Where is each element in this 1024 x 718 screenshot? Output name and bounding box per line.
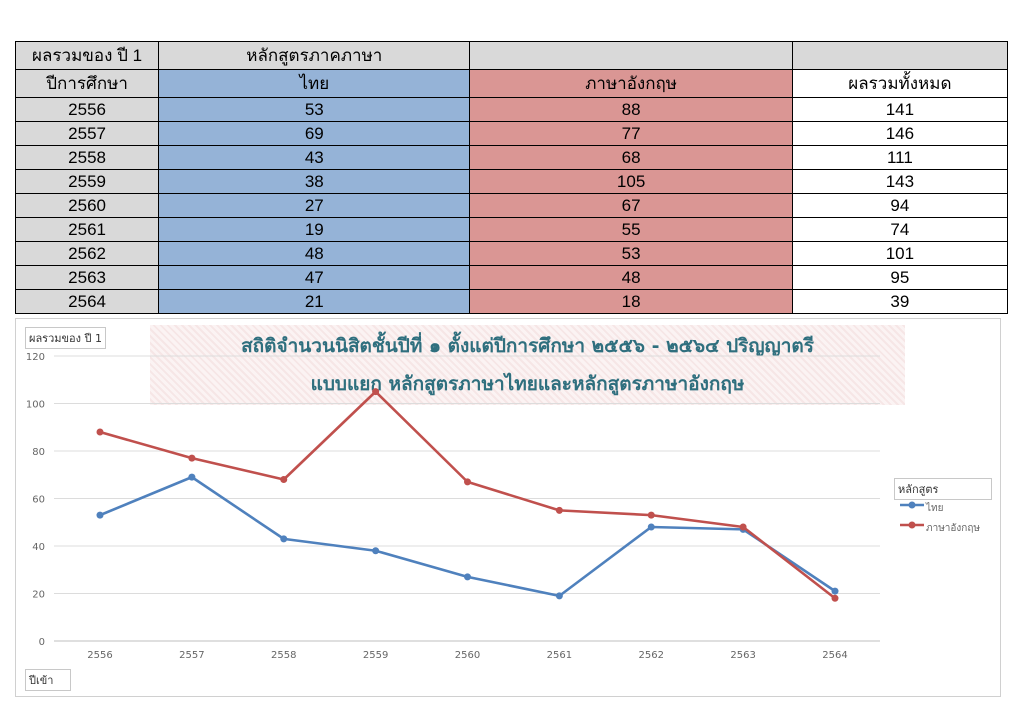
data-point [96, 428, 104, 436]
x-tick-label: 2562 [639, 650, 664, 661]
data-point [372, 547, 380, 555]
chart-title-line-2: แบบแยก หลักสูตรภาษาไทยและหลักสูตรภาษาอัง… [310, 373, 745, 395]
y-tick-label: 0 [39, 637, 45, 648]
data-point [96, 511, 104, 519]
cell-total[interactable]: 111 [791, 145, 1009, 170]
data-point [464, 478, 471, 486]
table-row: 2557 69 77 146 [14, 121, 1009, 146]
data-point [739, 523, 747, 531]
chart-title-line-1: สถิติจำนวนนิสิตชั้นปีที่ ๑ ตั้งแต่ปีการศ… [241, 335, 814, 357]
cell-total[interactable]: 94 [791, 193, 1009, 218]
legend-label-english: ภาษาอังกฤษ [926, 523, 981, 534]
row-label-year[interactable]: 2558 [14, 145, 160, 170]
y-tick-label: 100 [26, 400, 45, 411]
table-row: 2559 38 105 143 [14, 169, 1009, 194]
pivot-table: ผลรวมของ ปี 1 หลักสูตรภาคภาษา ปีการศึกษา… [14, 41, 1009, 314]
table-row: 2564 21 18 39 [14, 289, 1009, 314]
cell-english[interactable]: 18 [469, 289, 793, 314]
legend-label-thai: ไทย [926, 503, 944, 514]
cell-thai[interactable]: 27 [158, 193, 471, 218]
data-point [188, 473, 196, 481]
cell-thai[interactable]: 19 [158, 217, 471, 242]
data-point [372, 388, 380, 396]
table-header-row-1: ผลรวมของ ปี 1 หลักสูตรภาคภาษา [14, 41, 1009, 70]
column-header-thai[interactable]: ไทย [158, 69, 471, 98]
cell-total[interactable]: 146 [791, 121, 1009, 146]
x-tick-label: 2556 [87, 650, 112, 661]
cell-thai[interactable]: 69 [158, 121, 471, 146]
cell-english[interactable]: 88 [469, 97, 793, 122]
data-point [555, 506, 563, 514]
row-header-label[interactable]: ปีการศึกษา [14, 69, 160, 98]
data-point [280, 476, 288, 483]
cell-total[interactable]: 39 [791, 289, 1009, 314]
data-point [555, 592, 563, 600]
cell-total[interactable]: 101 [791, 241, 1009, 266]
row-label-year[interactable]: 2561 [14, 217, 160, 242]
data-point [464, 573, 471, 581]
cell-total[interactable]: 143 [791, 169, 1009, 194]
row-label-year[interactable]: 2564 [14, 289, 160, 314]
data-point [831, 594, 839, 602]
x-tick-label: 2560 [455, 650, 480, 661]
cell-english[interactable]: 67 [469, 193, 793, 218]
x-tick-label: 2563 [730, 650, 755, 661]
row-label-year[interactable]: 2560 [14, 193, 160, 218]
table-header-row-2: ปีการศึกษา ไทย ภาษาอังกฤษ ผลรวมทั้งหมด [14, 69, 1009, 98]
cell-total[interactable]: 141 [791, 97, 1009, 122]
axis-field-button[interactable]: ปีเข้า [25, 669, 71, 691]
series-line [99, 390, 836, 600]
table-row: 2563 47 48 95 [14, 265, 1009, 290]
table-row: 2558 43 68 111 [14, 145, 1009, 170]
x-tick-label: 2561 [547, 650, 572, 661]
header-empty-cell [791, 41, 1009, 70]
column-header-english[interactable]: ภาษาอังกฤษ [469, 69, 793, 98]
value-field-button[interactable]: ผลรวมของ ปี 1 [25, 327, 106, 349]
column-group-label[interactable]: หลักสูตรภาคภาษา [158, 41, 471, 70]
cell-english[interactable]: 105 [469, 169, 793, 194]
y-tick-label: 40 [32, 542, 45, 553]
legend-field-button[interactable]: หลักสูตร [894, 478, 992, 500]
data-point [647, 523, 655, 531]
cell-total[interactable]: 74 [791, 217, 1009, 242]
table-row: 2562 48 53 101 [14, 241, 1009, 266]
y-tick-label: 20 [32, 590, 45, 601]
cell-english[interactable]: 53 [469, 241, 793, 266]
data-point [188, 454, 196, 462]
cell-thai[interactable]: 21 [158, 289, 471, 314]
cell-thai[interactable]: 43 [158, 145, 471, 170]
cell-english[interactable]: 68 [469, 145, 793, 170]
legend-swatch-marker [908, 521, 916, 529]
cell-english[interactable]: 77 [469, 121, 793, 146]
x-tick-label: 2557 [179, 650, 204, 661]
y-tick-label: 60 [32, 495, 45, 506]
y-tick-label: 80 [32, 447, 45, 458]
x-tick-label: 2559 [363, 650, 388, 661]
row-label-year[interactable]: 2562 [14, 241, 160, 266]
cell-english[interactable]: 55 [469, 217, 793, 242]
y-tick-label: 120 [26, 352, 45, 363]
column-header-total[interactable]: ผลรวมทั้งหมด [791, 69, 1009, 98]
cell-thai[interactable]: 53 [158, 97, 471, 122]
corner-label[interactable]: ผลรวมของ ปี 1 [14, 41, 160, 70]
cell-total[interactable]: 95 [791, 265, 1009, 290]
cell-thai[interactable]: 38 [158, 169, 471, 194]
x-tick-label: 2558 [271, 650, 296, 661]
data-point [280, 535, 288, 543]
chart-title-background [150, 325, 905, 405]
table-row: 2561 19 55 74 [14, 217, 1009, 242]
x-tick-label: 2564 [822, 650, 847, 661]
row-label-year[interactable]: 2563 [14, 265, 160, 290]
data-point [647, 511, 655, 519]
table-row: 2556 53 88 141 [14, 97, 1009, 122]
table-row: 2560 27 67 94 [14, 193, 1009, 218]
cell-thai[interactable]: 47 [158, 265, 471, 290]
legend-swatch-marker [908, 501, 916, 509]
data-point [831, 587, 839, 595]
row-label-year[interactable]: 2559 [14, 169, 160, 194]
